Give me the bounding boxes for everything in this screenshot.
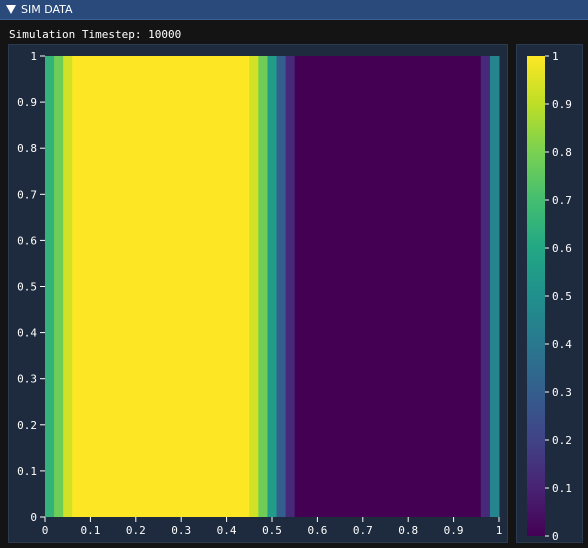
colorbar-tick-label: 0.6 — [552, 242, 572, 255]
colorbar-tick-label: 0.2 — [552, 434, 572, 447]
heatmap-column — [285, 56, 296, 517]
colorbar-tick-label: 0.1 — [552, 482, 572, 495]
heatmap-cells — [45, 56, 500, 517]
heatmap-column — [480, 56, 491, 517]
x-tick-label: 0.2 — [126, 524, 146, 537]
colorbar-gradient — [527, 56, 545, 536]
x-tick-label: 0 — [42, 524, 49, 537]
x-tick-label: 1 — [496, 524, 503, 537]
y-tick-label: 0.9 — [17, 96, 37, 109]
heatmap-x-axis: 0 0.1 0.2 0.3 0.4 0.5 0.6 0.7 0.8 0.9 1 — [42, 517, 503, 537]
colorbar-tick-label: 0.8 — [552, 146, 572, 159]
y-tick-label: 0.1 — [17, 465, 37, 478]
colorbar-tick-label: 0 — [552, 530, 559, 543]
colorbar-tick-label: 0.7 — [552, 194, 572, 207]
x-tick-label: 0.8 — [398, 524, 418, 537]
triangle-down-icon[interactable] — [6, 5, 16, 14]
colorbar-tick-label: 0.5 — [552, 290, 572, 303]
x-tick-label: 0.9 — [444, 524, 464, 537]
colorbar-tick-label: 0.4 — [552, 338, 572, 351]
x-tick-label: 0.4 — [217, 524, 237, 537]
window-title: SIM DATA — [21, 3, 73, 16]
timestep-label: Simulation Timestep: — [9, 28, 142, 41]
heatmap-column — [63, 56, 73, 517]
heatmap-column — [249, 56, 259, 517]
y-tick-label: 0 — [30, 511, 37, 524]
y-tick-label: 0.8 — [17, 142, 37, 155]
colorbar-panel: 0 0.1 0.2 0.3 0.4 0.5 0.6 0.7 0.8 0.9 1 — [516, 44, 583, 543]
x-tick-label: 0.3 — [171, 524, 191, 537]
timestep-value: 10000 — [148, 28, 182, 41]
x-tick-label: 0.7 — [353, 524, 373, 537]
y-tick-label: 0.4 — [17, 327, 37, 340]
colorbar-bar — [527, 56, 545, 536]
window-titlebar[interactable]: SIM DATA — [0, 0, 588, 20]
y-tick-label: 0.3 — [17, 373, 37, 386]
x-tick-label: 0.1 — [80, 524, 100, 537]
heatmap-column — [276, 56, 287, 517]
heatmap-column — [258, 56, 268, 517]
heatmap-column — [72, 56, 250, 517]
heatmap-panel: 0 0.1 0.2 0.3 0.4 0.5 0.6 0.7 0.8 0.9 1 0 0.1 0.2 0.3… — [8, 44, 508, 543]
heatmap-column — [54, 56, 64, 517]
colorbar-tick-label: 0.9 — [552, 98, 572, 111]
y-tick-label: 0.2 — [17, 419, 37, 432]
heatmap-column — [489, 56, 500, 517]
colorbar-tick-label: 1 — [552, 50, 559, 63]
heatmap-column — [267, 56, 278, 517]
timestep-readout: Simulation Timestep: 10000 — [9, 28, 181, 41]
y-tick-label: 0.6 — [17, 234, 37, 247]
heatmap-y-axis: 0 0.1 0.2 0.3 0.4 0.5 0.6 0.7 0.8 0.9 1 — [17, 50, 45, 524]
x-tick-label: 0.5 — [262, 524, 282, 537]
y-tick-label: 0.7 — [17, 188, 37, 201]
y-tick-label: 1 — [30, 50, 37, 63]
x-tick-label: 0.6 — [307, 524, 327, 537]
heatmap-plot[interactable]: 0 0.1 0.2 0.3 0.4 0.5 0.6 0.7 0.8 0.9 1 0 0.1 0.2 0.3… — [9, 45, 509, 544]
colorbar-ticks: 0 0.1 0.2 0.3 0.4 0.5 0.6 0.7 0.8 0.9 1 — [545, 50, 572, 543]
colorbar: 0 0.1 0.2 0.3 0.4 0.5 0.6 0.7 0.8 0.9 1 — [527, 50, 572, 543]
heatmap-column — [294, 56, 482, 517]
y-tick-label: 0.5 — [17, 281, 37, 294]
heatmap-column — [45, 56, 55, 517]
colorbar-tick-label: 0.3 — [552, 386, 572, 399]
